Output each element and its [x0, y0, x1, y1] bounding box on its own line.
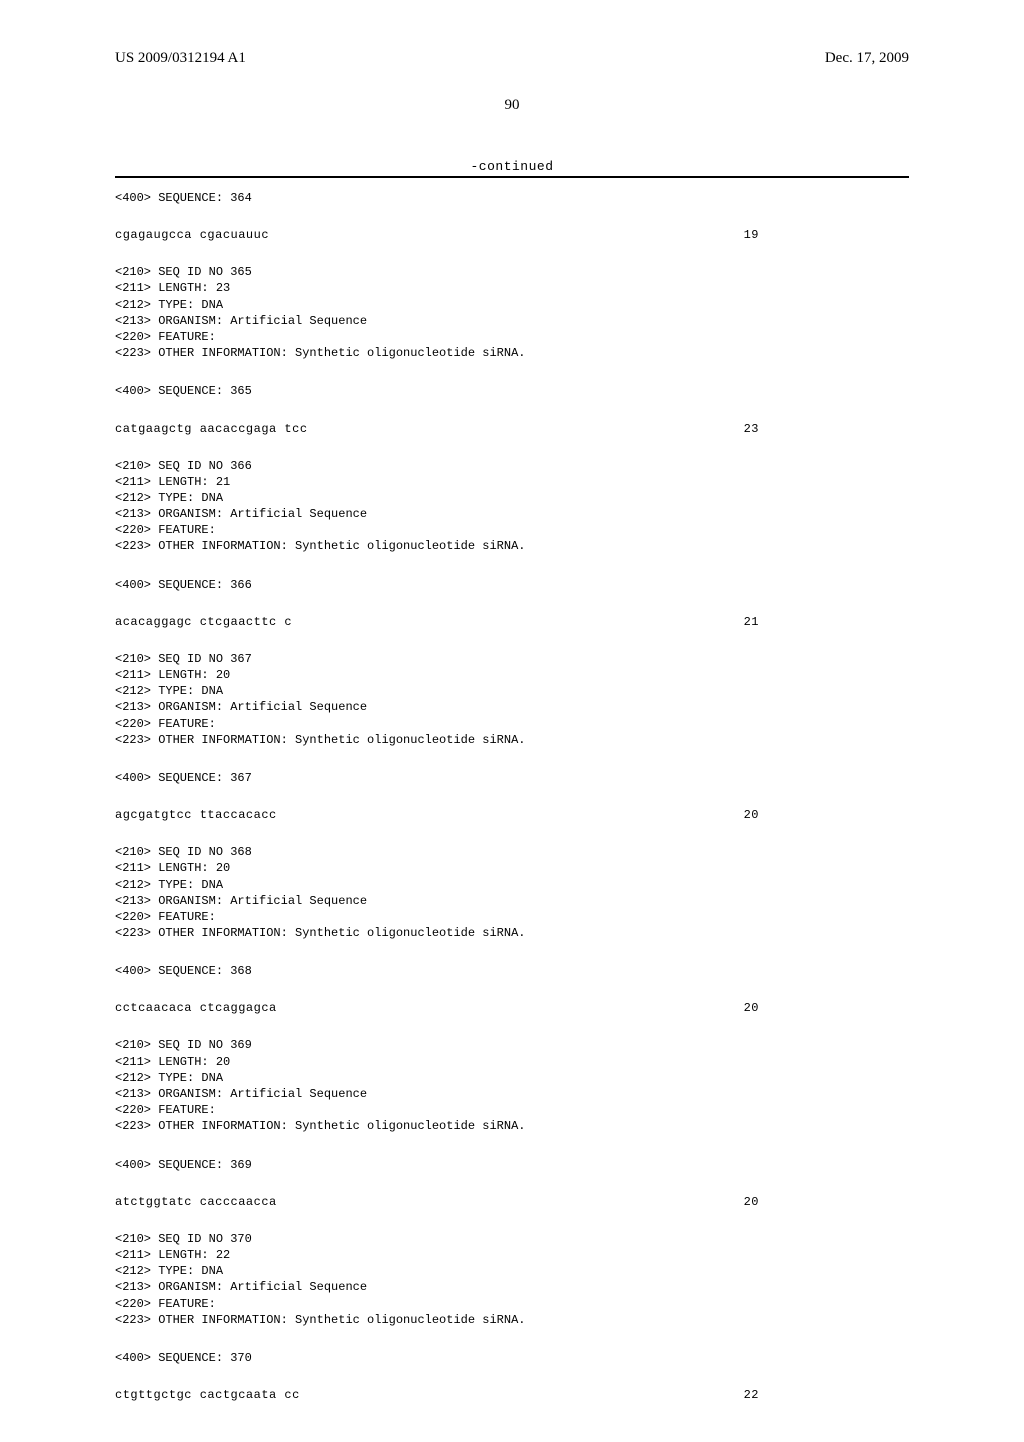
- sequence-meta: <210> SEQ ID NO 368 <211> LENGTH: 20 <21…: [115, 844, 909, 941]
- sequence-header: <400> SEQUENCE: 368: [115, 963, 909, 979]
- sequence-row: atctggtatc cacccaacca 20: [115, 1195, 909, 1209]
- sequence-row: agcgatgtcc ttaccacacc 20: [115, 808, 909, 822]
- sequence-text: atctggtatc cacccaacca: [115, 1195, 277, 1209]
- sequence-length: 20: [744, 1195, 759, 1209]
- sequence-length: 23: [744, 422, 759, 436]
- sequence-header: <400> SEQUENCE: 367: [115, 770, 909, 786]
- sequence-text: catgaagctg aacaccgaga tcc: [115, 422, 308, 436]
- divider: [115, 176, 909, 178]
- publication-date: Dec. 17, 2009: [825, 50, 909, 67]
- sequence-text: ctgttgctgc cactgcaata cc: [115, 1388, 300, 1402]
- sequence-length: 20: [744, 808, 759, 822]
- sequence-length: 21: [744, 615, 759, 629]
- sequence-row: cctcaacaca ctcaggagca 20: [115, 1001, 909, 1015]
- publication-number: US 2009/0312194 A1: [115, 50, 246, 67]
- sequence-length: 19: [744, 228, 759, 242]
- continued-label: -continued: [115, 159, 909, 174]
- page-header: US 2009/0312194 A1 Dec. 17, 2009: [115, 50, 909, 67]
- sequence-meta: <210> SEQ ID NO 365 <211> LENGTH: 23 <21…: [115, 264, 909, 361]
- sequence-meta: <210> SEQ ID NO 367 <211> LENGTH: 20 <21…: [115, 651, 909, 748]
- sequence-text: agcgatgtcc ttaccacacc: [115, 808, 277, 822]
- sequence-meta: <210> SEQ ID NO 370 <211> LENGTH: 22 <21…: [115, 1231, 909, 1328]
- sequence-header: <400> SEQUENCE: 365: [115, 383, 909, 399]
- sequence-header: <400> SEQUENCE: 366: [115, 577, 909, 593]
- sequence-row: acacaggagc ctcgaacttc c 21: [115, 615, 909, 629]
- sequence-text: cgagaugcca cgacuauuc: [115, 228, 269, 242]
- sequence-meta: <210> SEQ ID NO 369 <211> LENGTH: 20 <21…: [115, 1037, 909, 1134]
- sequence-length: 22: [744, 1388, 759, 1402]
- sequence-text: cctcaacaca ctcaggagca: [115, 1001, 277, 1015]
- sequence-meta: <210> SEQ ID NO 366 <211> LENGTH: 21 <21…: [115, 458, 909, 555]
- sequence-row: ctgttgctgc cactgcaata cc 22: [115, 1388, 909, 1402]
- page-container: US 2009/0312194 A1 Dec. 17, 2009 90 -con…: [0, 0, 1024, 1442]
- sequence-row: cgagaugcca cgacuauuc 19: [115, 228, 909, 242]
- sequence-length: 20: [744, 1001, 759, 1015]
- sequence-header: <400> SEQUENCE: 364: [115, 190, 909, 206]
- sequence-header: <400> SEQUENCE: 369: [115, 1157, 909, 1173]
- sequence-text: acacaggagc ctcgaacttc c: [115, 615, 292, 629]
- page-number: 90: [115, 97, 909, 114]
- sequence-header: <400> SEQUENCE: 370: [115, 1350, 909, 1366]
- sequence-row: catgaagctg aacaccgaga tcc 23: [115, 422, 909, 436]
